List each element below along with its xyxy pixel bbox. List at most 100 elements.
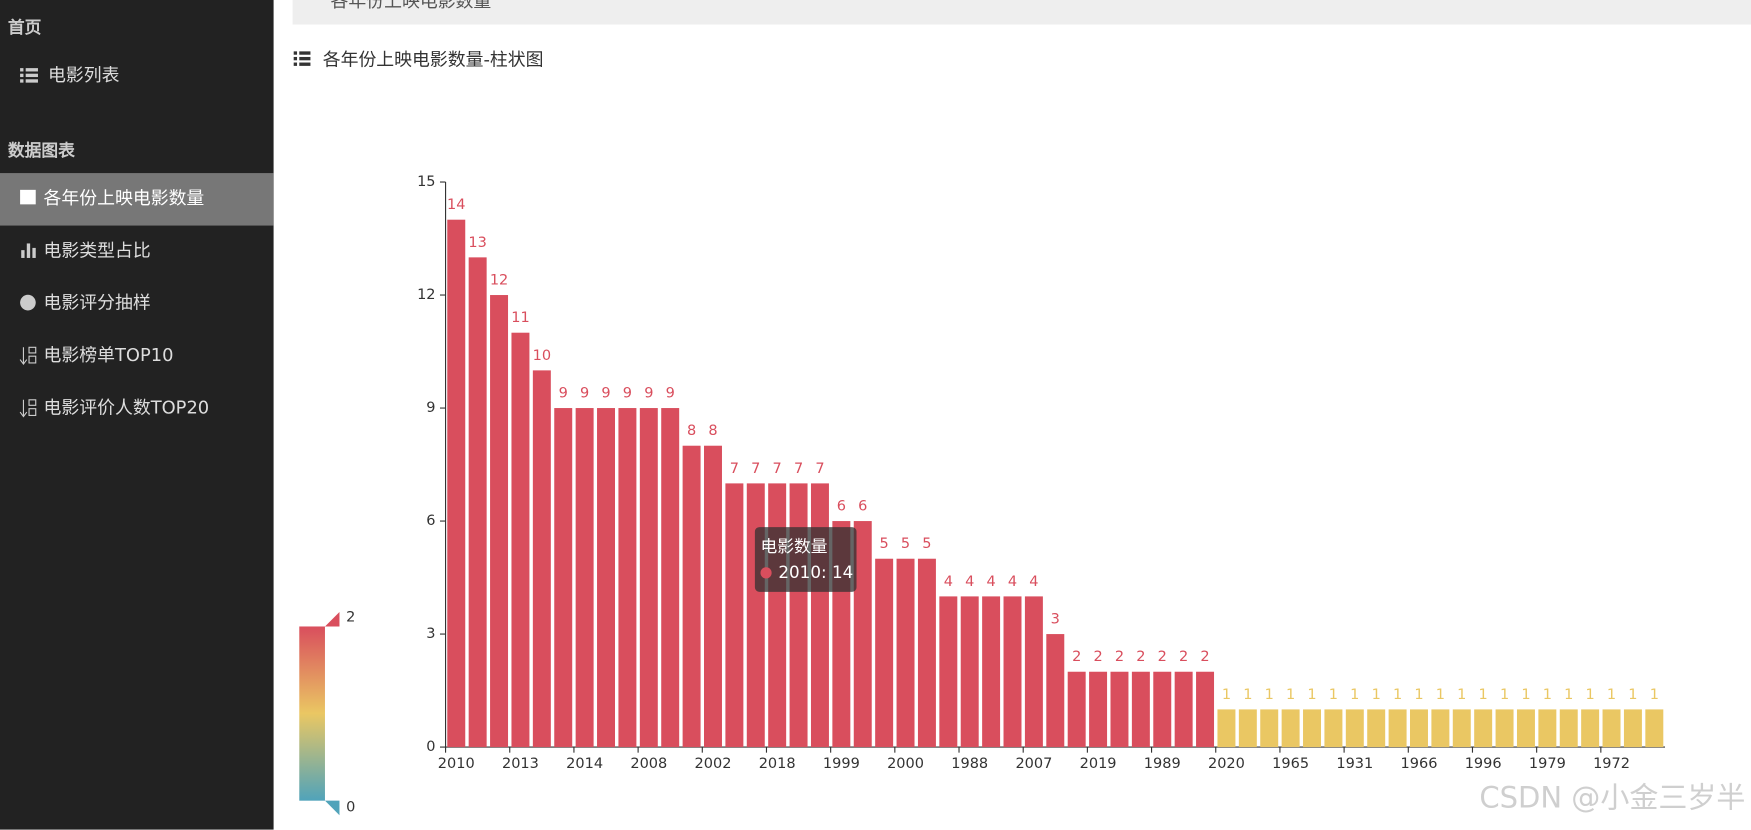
- bar: [789, 483, 808, 748]
- bar: [1345, 709, 1364, 748]
- nav-item[interactable]: 电影榜单TOP10: [44, 345, 174, 366]
- data-label: 13: [468, 235, 486, 251]
- panel-title: 各年份上映电影数量-柱状图: [323, 49, 544, 70]
- nav-section: 数据图表: [8, 140, 75, 160]
- calendar-icon: [20, 189, 36, 205]
- data-label: 4: [1008, 574, 1017, 590]
- bar: [1581, 709, 1600, 748]
- nav-item[interactable]: 各年份上映电影数量: [44, 188, 205, 209]
- bar: [490, 295, 509, 748]
- sort-icon: [19, 346, 37, 365]
- data-label: 1: [1265, 687, 1274, 703]
- bar: [1538, 709, 1557, 748]
- data-label: 1: [1586, 687, 1595, 703]
- bar: [575, 408, 594, 748]
- data-label: 9: [559, 386, 568, 402]
- y-tick-label: 9: [426, 400, 435, 416]
- y-tick-label: 12: [417, 287, 435, 303]
- bar: [1324, 709, 1343, 748]
- bar: [1474, 709, 1493, 748]
- visual-map: [299, 626, 325, 801]
- page-header: [292, 0, 1751, 25]
- bar: [618, 408, 637, 748]
- bar: [1131, 671, 1150, 748]
- bar: [1452, 709, 1471, 748]
- bar: [1516, 709, 1535, 748]
- x-tick-label: 2007: [1015, 756, 1052, 772]
- nav-item[interactable]: 电影评价人数TOP20: [44, 398, 210, 419]
- data-label: 1: [1628, 687, 1637, 703]
- bar: [917, 558, 936, 748]
- x-tick-label: 2008: [630, 756, 667, 772]
- nav-item[interactable]: 电影评分抽样: [44, 293, 151, 314]
- x-tick-label: 2018: [759, 756, 796, 772]
- y-tick-label: 15: [417, 174, 435, 190]
- bar: [704, 445, 722, 748]
- bar: [1110, 671, 1129, 748]
- bar: [1367, 709, 1386, 748]
- data-label: 1: [1607, 687, 1616, 703]
- data-label: 7: [730, 461, 739, 477]
- x-tick-label: 1999: [823, 756, 860, 772]
- data-label: 9: [623, 386, 632, 402]
- data-label: 5: [922, 536, 931, 552]
- bar: [1089, 671, 1108, 748]
- y-tick-label: 3: [426, 626, 435, 642]
- data-label: 9: [644, 386, 653, 402]
- tooltip-dot: [760, 567, 772, 579]
- bar: [1003, 596, 1022, 748]
- data-label: 7: [815, 461, 824, 477]
- nav-movie-list[interactable]: 电影列表: [48, 65, 120, 86]
- data-label: 5: [901, 536, 910, 552]
- x-tick-label: 1972: [1593, 756, 1630, 772]
- data-label: 2: [1179, 649, 1188, 665]
- bar: [1024, 596, 1043, 748]
- x-tick-label: 1988: [951, 756, 988, 772]
- x-tick-label: 1931: [1336, 756, 1373, 772]
- nav-home[interactable]: 首页: [8, 17, 42, 37]
- list-icon: [20, 68, 38, 83]
- data-label: 2: [1200, 649, 1209, 665]
- bar: [725, 483, 744, 748]
- x-tick-label: 2000: [887, 756, 924, 772]
- sidebar: [0, 0, 274, 830]
- data-label: 2: [1115, 649, 1124, 665]
- x-tick-label: 1979: [1529, 756, 1566, 772]
- bar: [1238, 709, 1257, 748]
- data-label: 1: [1543, 687, 1552, 703]
- data-label: 1: [1222, 687, 1231, 703]
- bar: [554, 408, 573, 748]
- bar-icon: [21, 243, 36, 258]
- visual-map-max: 2: [346, 610, 355, 626]
- bar: [810, 483, 829, 748]
- data-label: 1: [1243, 687, 1252, 703]
- x-tick-label: 1966: [1401, 756, 1438, 772]
- watermark: CSDN @小金三岁半: [1479, 781, 1745, 815]
- data-label: 6: [858, 499, 867, 515]
- bar: [1431, 709, 1450, 748]
- active-item: [0, 173, 274, 226]
- page-header-title: 各年份上映电影数量: [331, 0, 492, 12]
- x-tick-label: 2010: [438, 756, 475, 772]
- bar: [896, 558, 915, 748]
- data-label: 8: [687, 423, 696, 439]
- data-label: 1: [1479, 687, 1488, 703]
- bar: [1495, 709, 1514, 748]
- nav-item[interactable]: 电影类型占比: [44, 240, 151, 261]
- data-label: 1: [1350, 687, 1359, 703]
- data-label: 4: [986, 574, 995, 590]
- data-label: 9: [666, 386, 675, 402]
- data-label: 1: [1650, 687, 1659, 703]
- bar: [982, 596, 1001, 748]
- data-label: 1: [1372, 687, 1381, 703]
- data-label: 1: [1521, 687, 1530, 703]
- x-tick-label: 2014: [566, 756, 603, 772]
- data-label: 7: [794, 461, 803, 477]
- bar: [1623, 709, 1642, 748]
- globe-icon: [20, 294, 36, 311]
- list-icon: [293, 51, 311, 66]
- data-label: 4: [965, 574, 974, 590]
